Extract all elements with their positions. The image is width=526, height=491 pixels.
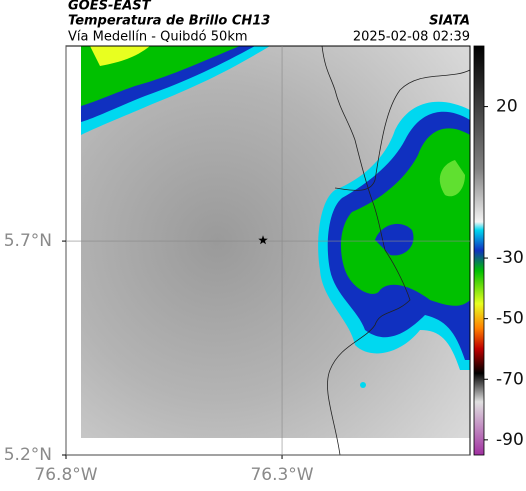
product: GOES-EAST [68, 0, 152, 14]
source: SIATA [429, 14, 470, 29]
title: Temperatura de Brillo CH13 [68, 14, 270, 29]
subtitle: Vía Medellín - Quibdó 50km [68, 30, 248, 45]
colorbar-tick-label: -70 [496, 369, 524, 389]
satellite-image [66, 46, 470, 455]
colorbar-tick-label: -50 [496, 309, 524, 329]
x-tick-label: 76.3°W [250, 465, 313, 485]
colorbar-tick-label: -30 [496, 248, 524, 268]
y-tick-label: 5.2°N [4, 445, 52, 465]
x-tick-label: 76.8°W [34, 465, 97, 485]
colorbar-tick-label: -90 [496, 430, 524, 450]
datetime: 2025-02-08 02:39 [353, 30, 470, 45]
y-tick-label: 5.7°N [4, 231, 52, 251]
colorbar [473, 45, 485, 456]
colorbar-tick-label: 20 [496, 97, 518, 117]
station-marker [258, 235, 268, 245]
